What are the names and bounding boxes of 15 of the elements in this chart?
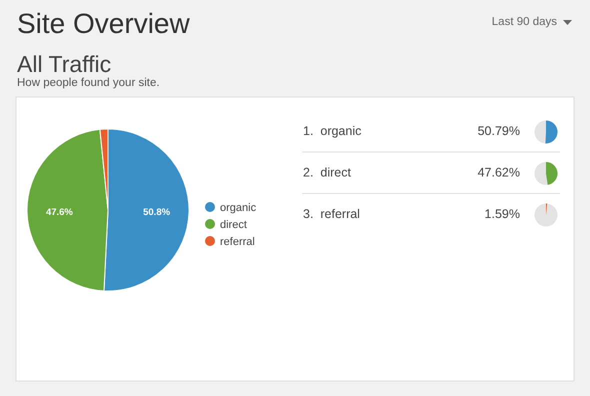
data-label: 47.6% bbox=[46, 207, 74, 218]
category-label: 3. referral bbox=[303, 207, 360, 221]
legend-label: referral bbox=[220, 236, 255, 248]
data-label: 1.59% bbox=[484, 207, 520, 221]
legend-label: direct bbox=[220, 219, 247, 231]
category-label: 2. direct bbox=[303, 166, 352, 180]
legend-label: organic bbox=[220, 202, 257, 214]
chart-subtitle: How people found your site. bbox=[17, 77, 160, 89]
data-label: 50.8% bbox=[143, 207, 171, 218]
text: Last 90 days bbox=[492, 16, 558, 28]
category-label: 1. organic bbox=[303, 124, 362, 138]
data-label: 47.62% bbox=[478, 166, 520, 180]
data-label: 50.79% bbox=[478, 124, 520, 138]
chart-title: All Traffic bbox=[17, 51, 112, 77]
text: Site Overview bbox=[17, 8, 190, 39]
